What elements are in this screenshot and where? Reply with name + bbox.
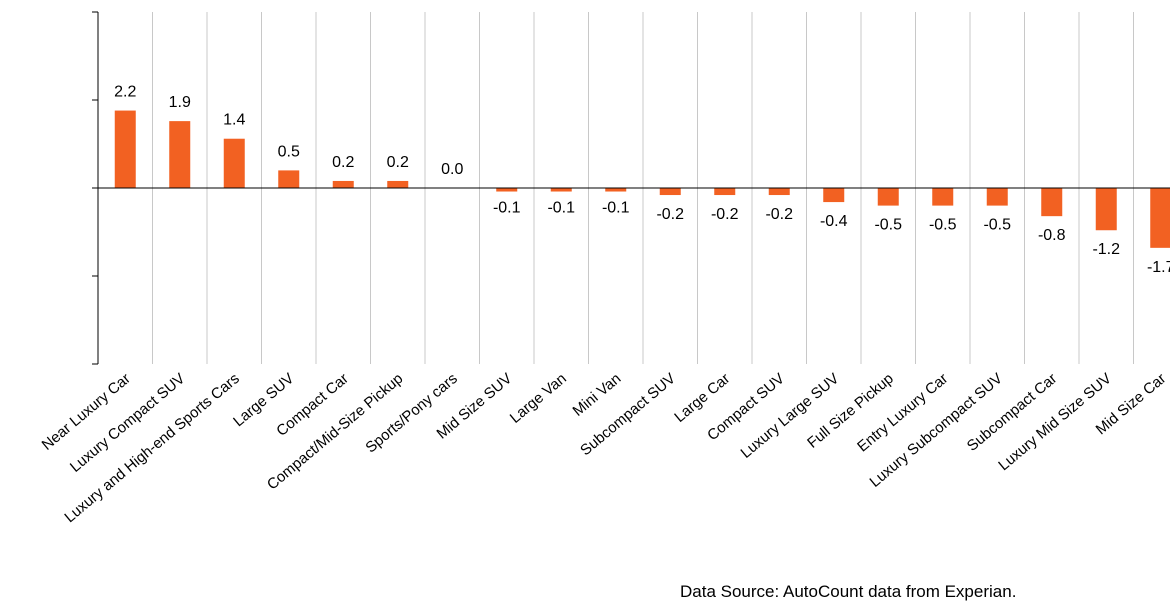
data-label: -0.5 xyxy=(874,217,902,234)
data-label: 2.2 xyxy=(114,84,136,101)
data-label: -0.1 xyxy=(547,200,575,217)
data-label: -0.2 xyxy=(656,206,684,223)
bar xyxy=(986,188,1008,206)
data-labels: 2.2 1.9 1.4 0.5 0.2 0.2 0.0 -0.1 -0.1 -0.1 -0.2 -0.… xyxy=(114,84,1170,276)
bar xyxy=(1150,188,1170,248)
x-tick-label: Subcompact SUV xyxy=(577,370,679,459)
axes xyxy=(92,11,1170,365)
bar xyxy=(659,188,681,196)
data-label: -0.1 xyxy=(493,200,521,217)
x-tick-label: Near Luxury Car xyxy=(39,370,134,454)
bar xyxy=(278,170,300,188)
data-label: -0.2 xyxy=(711,206,739,223)
bar xyxy=(1041,188,1063,217)
bar xyxy=(114,110,136,188)
data-label: 1.4 xyxy=(223,112,245,129)
x-tick-label: Large Van xyxy=(507,370,570,427)
data-label: 1.9 xyxy=(169,94,191,111)
data-label: 0.2 xyxy=(332,154,354,171)
x-tick-label: Luxury Large SUV xyxy=(737,370,842,462)
bar xyxy=(932,188,954,206)
data-label: -0.8 xyxy=(1038,227,1066,244)
bar xyxy=(768,188,790,196)
data-label: -0.5 xyxy=(929,217,957,234)
data-label: -1.7 xyxy=(1147,259,1170,276)
bar xyxy=(332,180,354,188)
data-source-note: Data Source: AutoCount data from Experia… xyxy=(680,582,1017,601)
bar xyxy=(877,188,899,206)
x-tick-label: Sports/Pony cars xyxy=(362,370,460,456)
x-tick-label: Entry Luxury Car xyxy=(854,370,951,455)
bar xyxy=(496,188,518,192)
data-label: -0.2 xyxy=(765,206,793,223)
bar xyxy=(387,180,409,188)
data-label: 0.2 xyxy=(387,154,409,171)
bar xyxy=(605,188,627,192)
bar xyxy=(550,188,572,192)
bar xyxy=(169,121,191,188)
data-label: 0.0 xyxy=(441,161,463,178)
data-label: -0.5 xyxy=(983,217,1011,234)
data-label: -1.2 xyxy=(1092,241,1120,258)
bar xyxy=(714,188,736,196)
bar xyxy=(223,138,245,188)
data-label: -0.1 xyxy=(602,200,630,217)
data-label: 0.5 xyxy=(278,143,300,160)
bar xyxy=(823,188,845,203)
bar xyxy=(1095,188,1117,231)
bar-series xyxy=(114,110,1170,248)
data-label: -0.4 xyxy=(820,213,848,230)
